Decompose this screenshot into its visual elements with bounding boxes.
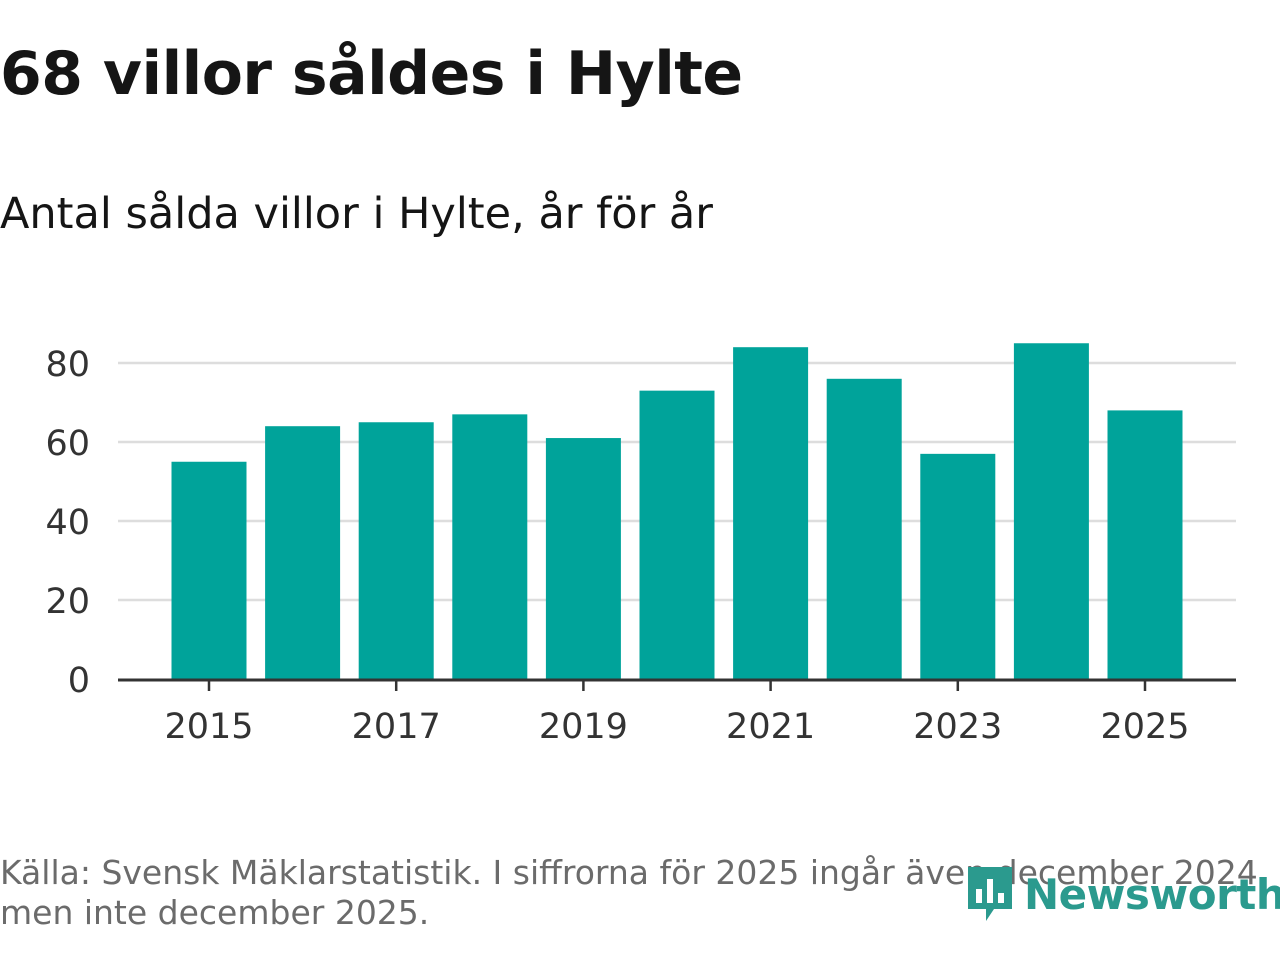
source-line-2: men inte december 2025. [0, 893, 430, 932]
source-note: Källa: Svensk Mäklarstatistik. I siffror… [0, 853, 1269, 933]
source-line-1: Källa: Svensk Mäklarstatistik. I siffror… [0, 853, 1269, 892]
x-tick-label-2021: 2021 [726, 707, 815, 747]
bar-2025 [1107, 410, 1183, 679]
x-tick-label-2023: 2023 [913, 707, 1002, 747]
y-tick-label-60: 60 [45, 424, 90, 464]
chart-title: 68 villor såldes i Hylte [0, 39, 743, 109]
newsworthy-logo: Newsworthy [964, 862, 1280, 926]
bar-2020 [639, 390, 715, 679]
bar-2018 [452, 414, 528, 679]
bar-2015 [171, 461, 247, 679]
x-tick-label-2017: 2017 [352, 707, 441, 747]
bar-2016 [265, 426, 341, 679]
bar-2021 [733, 347, 809, 679]
bar-chart: 0 20 40 60 80 2015 2017 2019 2021 2023 2025 [45, 343, 1236, 747]
x-tick-label-2019: 2019 [539, 707, 628, 747]
bar-2019 [545, 438, 621, 679]
newsworthy-logo-icon [968, 867, 1012, 921]
y-tick-label-0: 0 [68, 661, 90, 701]
bar-2023 [920, 453, 996, 679]
y-tick-label-20: 20 [45, 582, 90, 622]
x-tick-label-2025: 2025 [1100, 707, 1189, 747]
y-tick-label-40: 40 [45, 503, 90, 543]
y-tick-label-80: 80 [45, 345, 90, 385]
bar-2022 [826, 378, 902, 679]
bar-2024 [1013, 343, 1089, 679]
x-tick-label-2015: 2015 [164, 707, 253, 747]
bar-2017 [358, 422, 434, 679]
chart-subtitle: Antal sålda villor i Hylte, år för år [0, 189, 713, 239]
brand-name: Newsworthy [1024, 869, 1280, 919]
